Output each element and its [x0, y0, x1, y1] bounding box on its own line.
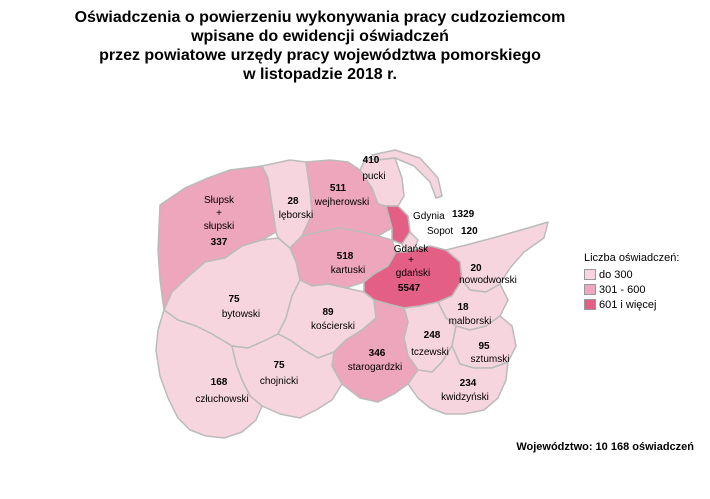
label-gdansk-name1: Gdańsk	[394, 244, 429, 255]
label-sztum-name: sztumski	[471, 354, 510, 365]
title-line-3: przez powiatowe urzędy pracy województwa…	[99, 47, 541, 64]
map-title: Oświadczenia o powierzeniu wykonywania p…	[40, 8, 600, 84]
label-sztum-value: 95	[478, 341, 490, 352]
label-wejherowo-value: 511	[330, 183, 347, 194]
title-line-1: Oświadczenia o powierzeniu wykonywania p…	[74, 9, 566, 26]
label-kartuzy-value: 518	[337, 251, 354, 262]
label-czluchow-value: 168	[211, 377, 228, 388]
label-gdynia-name: Gdynia	[413, 211, 445, 222]
legend-label-low: do 300	[599, 268, 633, 281]
label-koscierzyna-value: 89	[322, 307, 334, 318]
label-slupsk-plus: +	[216, 208, 222, 219]
label-czluchow-name: człuchowski	[195, 394, 248, 405]
label-nowydwor-value: 20	[470, 263, 482, 274]
legend-item-high: 601 i więcej	[584, 297, 679, 312]
label-slupsk-name2: słupski	[204, 221, 235, 232]
label-chojnice-value: 75	[273, 360, 285, 371]
label-kwidzyn-name: kwidzyński	[441, 392, 489, 403]
legend-label-high: 601 i więcej	[599, 298, 657, 311]
legend-swatch-high	[584, 299, 596, 310]
label-malbork-value: 18	[457, 302, 469, 313]
label-koscierzyna-name: kościerski	[311, 321, 355, 332]
label-gdansk-plus: +	[408, 255, 414, 266]
legend-label-mid: 301 - 600	[599, 283, 646, 296]
region-kwidzyn[interactable]	[407, 345, 509, 415]
title-line-2: wpisane do ewidencji oświadczeń	[191, 28, 449, 45]
legend-item-low: do 300	[584, 267, 679, 282]
label-lebork-name: lęborski	[279, 210, 313, 221]
region-puck[interactable]	[359, 157, 405, 207]
label-sopot-name: Sopot	[427, 226, 453, 237]
region-labels: 410 pucki 511 wejherowski 28 lęborski Sł…	[195, 155, 517, 405]
legend-title: Liczba oświadczeń:	[584, 252, 680, 264]
legend-swatch-low	[584, 269, 596, 280]
legend-item-mid: 301 - 600	[584, 282, 679, 297]
title-line-4: w listopadzie 2018 r.	[243, 66, 397, 83]
region-czluchow[interactable]	[155, 309, 263, 439]
label-starogard-value: 346	[369, 348, 386, 359]
label-kwidzyn-value: 234	[460, 378, 477, 389]
label-gdansk-value: 5547	[398, 283, 421, 294]
label-wejherowo-name: wejherowski	[314, 197, 369, 208]
label-tczew-value: 248	[424, 330, 441, 341]
legend-swatch-mid	[584, 284, 596, 295]
label-malbork-name: malborski	[449, 316, 492, 327]
label-lebork-value: 28	[287, 196, 299, 207]
label-kartuzy-name: kartuski	[331, 265, 365, 276]
label-chojnice-name: chojnicki	[260, 376, 298, 387]
label-tczew-name: tczewski	[411, 347, 449, 358]
label-sopot-value: 120	[461, 226, 478, 237]
region-starogard[interactable]	[331, 299, 419, 403]
label-gdynia-value: 1329	[452, 209, 475, 220]
label-puck-name: pucki	[362, 171, 385, 182]
label-slupsk-value: 337	[211, 237, 228, 248]
voivodeship-total: Województwo: 10 168 oświadczeń	[516, 441, 694, 453]
label-nowydwor-name: nowodworski	[459, 275, 517, 286]
label-puck-value: 410	[363, 155, 380, 166]
label-bytow-value: 75	[228, 294, 240, 305]
label-slupsk-name1: Słupsk	[204, 195, 235, 206]
region-sopot[interactable]	[401, 231, 419, 253]
map-legend: Liczba oświadczeń: do 300 301 - 600 601 …	[584, 252, 679, 312]
label-bytow-name: bytowski	[222, 309, 260, 320]
region-wejherowo[interactable]	[301, 159, 393, 237]
label-gdansk-name2: gdański	[396, 268, 430, 279]
label-starogard-name: starogardzki	[348, 362, 402, 373]
